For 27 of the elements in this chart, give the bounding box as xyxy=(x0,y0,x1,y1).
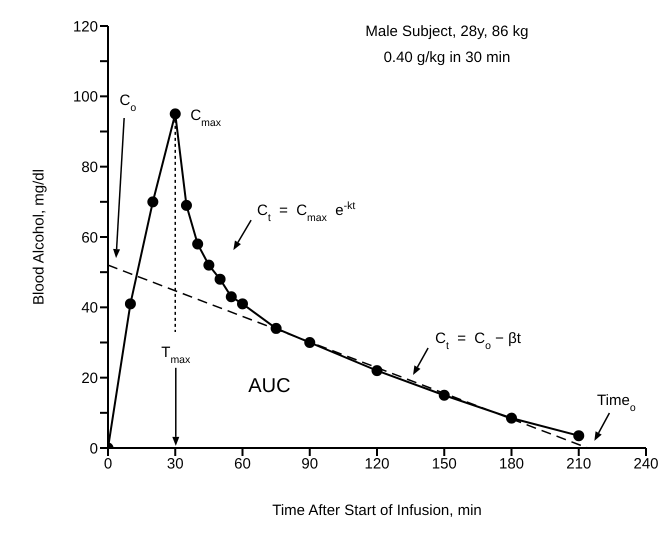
annotation: Time$_{o}$ xyxy=(597,392,636,414)
x-tick-label: 240 xyxy=(633,456,659,473)
x-tick-label: 90 xyxy=(301,456,318,473)
y-tick-label: 80 xyxy=(81,158,98,176)
y-tick-label: 0 xyxy=(90,440,98,458)
x-axis-title: Time After Start of Infusion, min xyxy=(272,502,482,519)
x-tick-label: 30 xyxy=(166,456,184,473)
x-tick-label: 120 xyxy=(364,456,390,473)
y-axis-title: Blood Alcohol, mg/dl xyxy=(30,169,48,305)
y-tick-label: 20 xyxy=(81,370,98,387)
x-tick-label: 0 xyxy=(104,456,112,473)
annotation: C$_{max}$ xyxy=(190,107,222,130)
x-tick-label: 150 xyxy=(432,456,457,473)
y-tick-label: 40 xyxy=(81,300,98,317)
y-tick-label: 60 xyxy=(81,229,98,246)
annotation: C$_{o}$ xyxy=(120,92,136,114)
chart-title: Male Subject, 28y, 86 kg xyxy=(365,23,529,40)
annotation: C$_{t}$ = C$_{o}$ − βt xyxy=(435,330,522,352)
y-tick-label: 100 xyxy=(72,88,98,106)
text: 0.40 g/kg in 30 min xyxy=(384,49,510,66)
x-tick-label: 60 xyxy=(234,456,251,473)
annotation: T$_{max}$ xyxy=(161,344,192,366)
x-tick-label: 180 xyxy=(498,456,524,473)
annotation: C$_{t}$ = C$_{max}$ e$^{-kt}$ xyxy=(257,200,356,224)
annotation: AUC xyxy=(248,374,291,397)
y-tick-label: 120 xyxy=(72,18,98,36)
x-tick-label: 210 xyxy=(566,456,592,473)
